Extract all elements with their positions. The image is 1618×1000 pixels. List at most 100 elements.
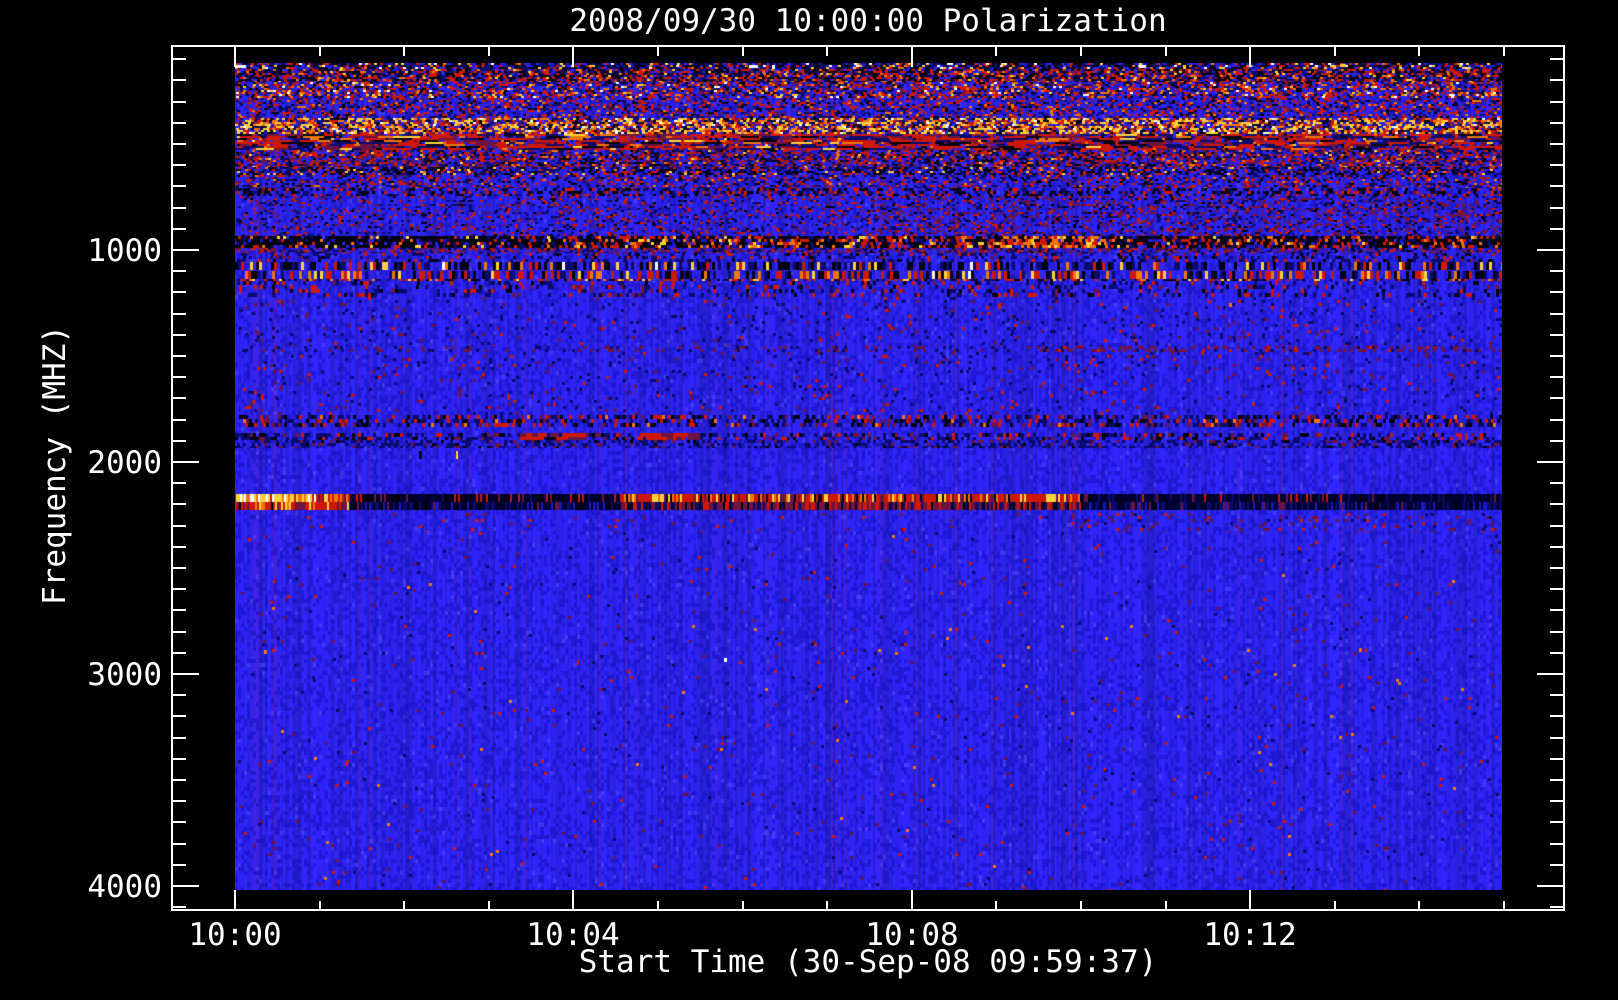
y-major-tick [173, 673, 199, 675]
y-minor-tick [1550, 101, 1563, 103]
y-minor-tick [1550, 291, 1563, 293]
x-axis-title: Start Time (30-Sep-08 09:59:37) [578, 944, 1158, 980]
y-minor-tick [173, 101, 186, 103]
y-minor-tick [173, 291, 186, 293]
y-minor-tick [1550, 694, 1563, 696]
y-minor-tick [173, 419, 186, 421]
x-major-tick [911, 890, 913, 909]
y-minor-tick [173, 715, 186, 717]
y-minor-tick [173, 864, 186, 866]
y-major-tick [1537, 461, 1563, 463]
y-minor-tick [1550, 737, 1563, 739]
x-major-tick [911, 47, 913, 67]
y-minor-tick [1550, 631, 1563, 633]
y-minor-tick [173, 588, 186, 590]
y-minor-tick [1550, 588, 1563, 590]
x-major-tick [572, 890, 574, 909]
y-minor-tick [173, 440, 186, 442]
x-major-tick [572, 47, 574, 67]
y-minor-tick [1550, 800, 1563, 802]
x-tick-label: 10:00 [188, 917, 282, 953]
x-minor-tick [1418, 47, 1420, 56]
x-minor-tick [657, 901, 659, 909]
y-major-tick [1537, 885, 1563, 887]
x-tick-label: 10:08 [865, 917, 959, 953]
x-minor-tick [1334, 47, 1336, 56]
y-minor-tick [1550, 419, 1563, 421]
x-tick-label: 10:12 [1203, 917, 1297, 953]
plot-title: 2008/09/30 10:00:00 Polarization [569, 3, 1167, 39]
x-minor-tick [403, 47, 405, 56]
y-major-tick [173, 885, 199, 887]
spectrogram-image [235, 63, 1502, 890]
x-major-tick [1249, 47, 1251, 67]
x-minor-tick [319, 901, 321, 909]
x-minor-tick [1334, 901, 1336, 909]
y-minor-tick [173, 609, 186, 611]
y-tick-label: 3000 [87, 657, 162, 693]
y-minor-tick [173, 503, 186, 505]
y-minor-tick [173, 228, 186, 230]
y-minor-tick [173, 207, 186, 209]
x-minor-tick [1080, 901, 1082, 909]
y-minor-tick [173, 270, 186, 272]
x-minor-tick [826, 47, 828, 56]
y-minor-tick [173, 397, 186, 399]
y-minor-tick [173, 355, 186, 357]
y-minor-tick [173, 694, 186, 696]
y-minor-tick [173, 79, 186, 81]
x-major-tick [1249, 890, 1251, 909]
y-minor-tick [173, 546, 186, 548]
plot-frame [171, 45, 1565, 911]
y-minor-tick [173, 122, 186, 124]
y-minor-tick [1550, 821, 1563, 823]
x-minor-tick [1165, 47, 1167, 56]
x-minor-tick [1418, 901, 1420, 909]
y-minor-tick [1550, 334, 1563, 336]
y-minor-tick [173, 58, 186, 60]
y-minor-tick [1550, 397, 1563, 399]
y-minor-tick [173, 800, 186, 802]
y-minor-tick [1550, 609, 1563, 611]
y-minor-tick [173, 652, 186, 654]
y-major-tick [1537, 249, 1563, 251]
y-minor-tick [1550, 652, 1563, 654]
y-minor-tick [173, 185, 186, 187]
y-major-tick [173, 249, 199, 251]
x-minor-tick [1503, 901, 1505, 909]
y-minor-tick [1550, 164, 1563, 166]
y-minor-tick [1550, 79, 1563, 81]
y-minor-tick [1550, 567, 1563, 569]
y-tick-label: 4000 [87, 869, 162, 905]
y-minor-tick [1550, 843, 1563, 845]
x-minor-tick [995, 901, 997, 909]
y-minor-tick [1550, 313, 1563, 315]
y-minor-tick [1550, 503, 1563, 505]
x-minor-tick [742, 47, 744, 56]
y-minor-tick [1550, 185, 1563, 187]
y-minor-tick [173, 631, 186, 633]
y-minor-tick [1550, 546, 1563, 548]
y-minor-tick [173, 482, 186, 484]
x-minor-tick [488, 901, 490, 909]
x-minor-tick [657, 47, 659, 56]
y-minor-tick [1550, 906, 1563, 908]
y-minor-tick [1550, 122, 1563, 124]
x-minor-tick [488, 47, 490, 56]
y-minor-tick [1550, 864, 1563, 866]
y-minor-tick [173, 821, 186, 823]
y-minor-tick [1550, 207, 1563, 209]
y-minor-tick [173, 758, 186, 760]
y-major-tick [173, 461, 199, 463]
x-minor-tick [826, 901, 828, 909]
y-minor-tick [1550, 143, 1563, 145]
x-major-tick [234, 47, 236, 67]
x-tick-label: 10:04 [526, 917, 620, 953]
y-minor-tick [1550, 715, 1563, 717]
y-minor-tick [173, 143, 186, 145]
y-minor-tick [173, 779, 186, 781]
x-minor-tick [1503, 47, 1505, 56]
x-minor-tick [742, 901, 744, 909]
y-minor-tick [1550, 482, 1563, 484]
